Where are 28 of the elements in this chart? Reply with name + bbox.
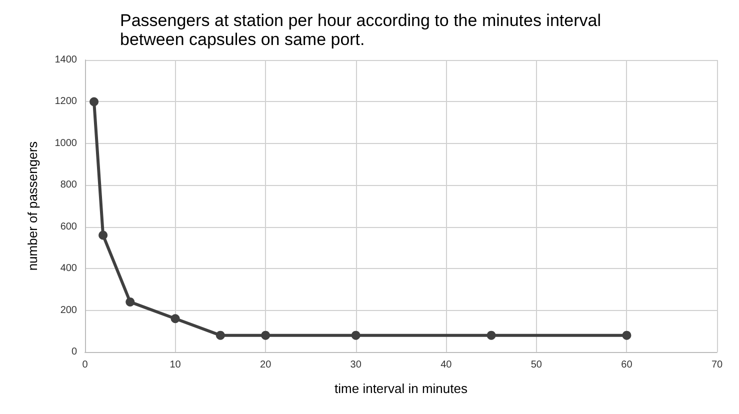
y-tick-label: 1200	[54, 96, 78, 108]
x-tick-label: 20	[260, 360, 272, 370]
y-tick-label: 1400	[54, 54, 78, 66]
x-tick-label: 70	[711, 360, 723, 370]
x-tick-label: 40	[440, 360, 452, 370]
point	[90, 97, 99, 106]
y-tick-label: 800	[60, 180, 78, 191]
x-tick-label: 10	[170, 360, 182, 370]
y-tick-label: 400	[60, 263, 78, 274]
y-axis-title: number of passengers	[25, 140, 40, 271]
y-tick-label: 200	[60, 304, 78, 316]
y-tick-label: 1000	[54, 138, 78, 149]
x-axis-title: time interval in minutes	[334, 381, 468, 396]
point	[98, 230, 108, 240]
y-tick-label: 600	[60, 221, 78, 232]
x-tick-label: 30	[350, 360, 362, 370]
point	[351, 330, 360, 340]
chart-title: Passengers at station per hour according to the minutes interval between capsules on same port.	[120, 11, 606, 49]
point	[622, 330, 632, 340]
point	[261, 330, 270, 340]
point	[126, 297, 135, 306]
point	[486, 330, 496, 340]
x-tick-label: 50	[530, 360, 542, 370]
point	[170, 314, 180, 324]
point	[216, 330, 225, 340]
x-tick-label: 0	[82, 360, 88, 370]
y-tick-label: 0	[71, 346, 78, 358]
x-tick-label: 60	[621, 360, 633, 370]
